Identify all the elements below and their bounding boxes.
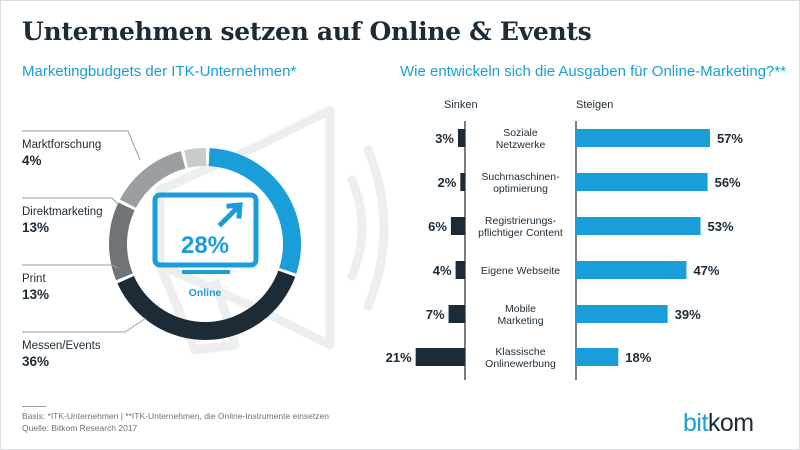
bar-steigen-eigene-webseite — [576, 261, 687, 279]
page-title: Unternehmen setzen auf Online & Events — [22, 17, 592, 46]
bar-sinken-eigene-webseite — [455, 261, 465, 279]
donut-center-value: 28% — [181, 232, 229, 259]
legend-label-print: Print — [22, 273, 46, 285]
legend-value-direktmarketing: 13% — [22, 220, 49, 235]
header-sinken: Sinken — [444, 99, 478, 111]
category-label-mobile-marketing: Marketing — [497, 315, 543, 327]
category-label-suchmaschinen-optimierung: Suchmaschinen- — [481, 171, 560, 183]
donut-slice-messen-events — [117, 270, 296, 341]
value-steigen-registrierungs-pflichtiger-content: 53% — [708, 219, 734, 234]
monitor-trend-icon — [152, 192, 259, 274]
donut-slice-online — [208, 148, 301, 274]
legend-pointer-messen-events — [22, 317, 147, 333]
legend-value-marktforschung: 4% — [22, 153, 42, 168]
bar-steigen-suchmaschinen-optimierung — [576, 173, 708, 191]
category-label-suchmaschinen-optimierung: optimierung — [493, 183, 548, 195]
donut-slice-print — [109, 202, 135, 281]
bitkom-logo: bitkom — [683, 409, 754, 437]
category-label-klassische-onlinewerbung: Onlinewerbung — [485, 358, 556, 370]
category-label-soziale-netzwerke: Netzwerke — [496, 139, 546, 151]
value-sinken-soziale-netzwerke: 3% — [435, 131, 454, 146]
bar-sinken-suchmaschinen-optimierung — [460, 173, 465, 191]
donut-legend: Marktforschung 4% Direktmarketing 13% Print 1… — [22, 130, 147, 369]
bar-steigen-mobile-marketing — [576, 305, 668, 323]
bar-sinken-klassische-onlinewerbung — [415, 348, 465, 366]
value-steigen-soziale-netzwerke: 57% — [717, 131, 743, 146]
legend-label-messen-events: Messen/Events — [22, 340, 101, 352]
value-steigen-suchmaschinen-optimierung: 56% — [715, 175, 741, 190]
donut-center-label: Online — [189, 287, 222, 299]
value-sinken-eigene-webseite: 4% — [433, 263, 452, 278]
donut-chart-subtitle: Marketingbudgets der ITK-Unternehmen* — [22, 63, 297, 80]
bar-chart-subtitle: Wie entwickeln sich die Ausgaben für Onl… — [400, 63, 787, 80]
legend-value-messen-events: 36% — [22, 354, 49, 369]
donut-slice-marktforschung — [184, 148, 207, 168]
footer-notes: Basis: *ITK-Unternehmen | **ITK-Unterneh… — [22, 410, 329, 434]
value-sinken-mobile-marketing: 7% — [426, 307, 445, 322]
footer-basis: Basis: *ITK-Unternehmen | **ITK-Unterneh… — [22, 411, 329, 421]
value-steigen-eigene-webseite: 47% — [693, 263, 719, 278]
bar-steigen-registrierungs-pflichtiger-content — [576, 217, 701, 235]
legend-pointer-print — [22, 264, 119, 269]
bar-steigen-klassische-onlinewerbung — [576, 348, 619, 366]
category-label-mobile-marketing: Mobile — [505, 303, 536, 315]
megaphone-icon — [155, 105, 389, 355]
category-label-registrierungs-pflichtiger-content: Registrierungs- — [485, 215, 557, 227]
bar-sinken-soziale-netzwerke — [457, 129, 465, 147]
category-label-soziale-netzwerke: Soziale — [503, 127, 538, 139]
bar-steigen-soziale-netzwerke — [576, 129, 710, 147]
donut-chart — [109, 148, 301, 341]
bar-sinken-registrierungs-pflichtiger-content — [450, 217, 465, 235]
value-steigen-mobile-marketing: 39% — [675, 307, 701, 322]
category-label-registrierungs-pflichtiger-content: pflichtiger Content — [478, 227, 563, 239]
legend-pointer-marktforschung — [22, 130, 141, 161]
legend-value-print: 13% — [22, 287, 49, 302]
legend-pointer-direktmarketing — [22, 197, 119, 205]
bar-sinken-mobile-marketing — [448, 305, 465, 323]
donut-slice-direktmarketing — [119, 151, 186, 208]
value-sinken-klassische-onlinewerbung: 21% — [386, 350, 412, 365]
value-steigen-klassische-onlinewerbung: 18% — [625, 350, 651, 365]
category-label-klassische-onlinewerbung: Klassische — [495, 346, 545, 358]
value-sinken-suchmaschinen-optimierung: 2% — [438, 175, 457, 190]
header-steigen: Steigen — [576, 99, 613, 111]
value-sinken-registrierungs-pflichtiger-content: 6% — [428, 219, 447, 234]
legend-label-marktforschung: Marktforschung — [22, 139, 101, 151]
category-label-eigene-webseite: Eigene Webseite — [481, 265, 560, 277]
footer-divider — [22, 406, 46, 407]
legend-label-direktmarketing: Direktmarketing — [22, 206, 103, 218]
footer-source: Quelle: Bitkom Research 2017 — [22, 423, 138, 433]
